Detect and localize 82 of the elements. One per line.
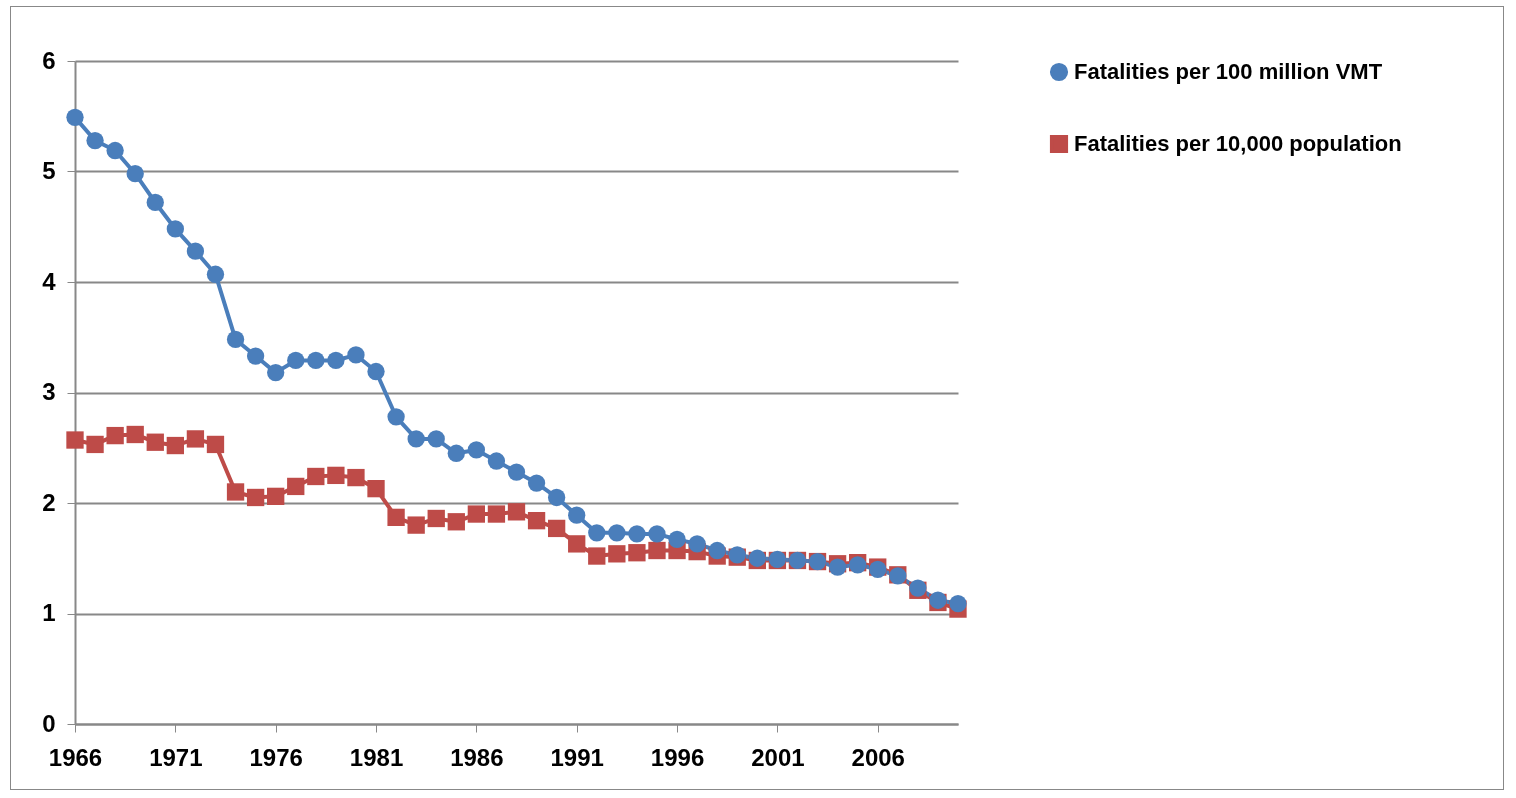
x-tick-label: 2006 [851,743,905,771]
point [166,220,184,238]
point [407,430,425,448]
point [447,444,465,462]
point [547,488,566,507]
point [387,408,405,426]
point [106,141,124,160]
point [507,503,526,521]
point [186,242,205,260]
x-tick-label: 1986 [450,743,504,771]
point [106,426,124,445]
point [287,477,305,496]
x-tick-label: 1991 [550,743,604,771]
point [367,362,385,381]
point [246,347,265,365]
point [588,524,606,542]
point [648,541,666,560]
x-tick-label: 1976 [249,743,303,771]
point [708,541,726,560]
point [547,519,566,538]
point [206,265,225,283]
point [668,530,686,549]
point [648,525,666,543]
legend-label: Fatalities per 100 million VMT [1074,59,1383,84]
point [86,131,104,150]
x-tick-label: 1996 [650,743,705,771]
y-tick-label: 2 [42,488,56,516]
y-tick-label: 0 [42,709,56,737]
point [447,513,465,531]
point [367,479,385,498]
legend-label: Fatalities per 10,000 population [1074,131,1402,156]
point [66,431,84,449]
point [126,425,144,444]
point [206,435,225,454]
x-tick-label: 1981 [349,743,404,771]
x-tick-label: 2001 [751,743,805,771]
point [467,441,486,459]
point [949,594,967,613]
point [66,108,84,126]
point [608,545,626,563]
y-tick-label: 1 [42,599,56,626]
point [507,463,526,481]
point [327,351,345,370]
point [427,430,445,448]
point [628,544,646,562]
point [628,525,646,543]
point [568,506,586,524]
point [487,452,506,470]
point [347,468,365,487]
point [527,474,546,492]
x-tick-label: 1966 [48,743,103,771]
point [226,483,245,501]
point [166,436,184,455]
y-tick-label: 5 [42,157,56,184]
y-tick-label: 3 [42,378,56,405]
point [126,165,144,183]
point [407,516,425,534]
point [487,505,506,523]
point [146,193,164,212]
point [267,363,285,382]
point [287,351,305,370]
point [146,433,164,451]
point [246,488,265,507]
point [568,535,586,553]
point [307,467,325,486]
point [347,346,365,364]
point [387,508,405,527]
x-tick-label: 1971 [149,743,203,771]
point [427,509,445,528]
point [588,547,606,565]
point [267,487,285,506]
point [186,430,205,448]
point [688,535,706,553]
point [226,330,245,349]
y-tick-label: 4 [42,267,57,295]
point [527,512,546,530]
point [86,435,104,454]
point [608,524,626,542]
point [327,466,345,485]
y-tick-label: 6 [42,46,56,74]
point [307,351,325,370]
point [467,505,486,523]
